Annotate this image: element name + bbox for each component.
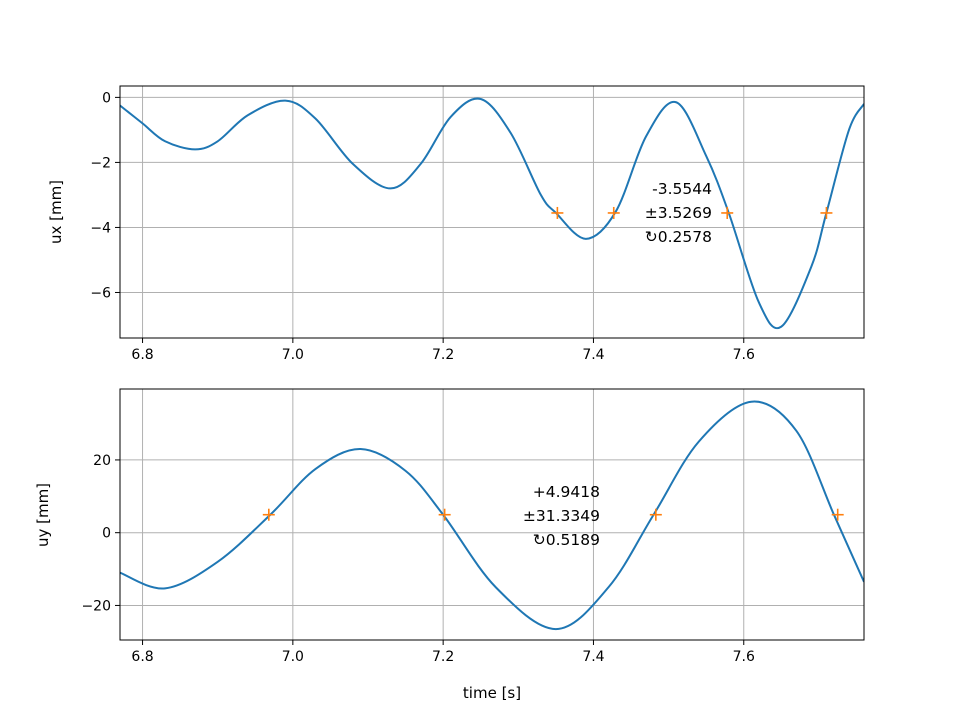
ux-crossing-marker xyxy=(721,206,734,219)
ux-ytick-label: −6 xyxy=(90,285,111,301)
ux-subplot: 6.8 7.0 7.2 7.4 7.6 0 −2 −4 −6 ux [mm] -3.5544 ±… xyxy=(47,85,865,363)
ux-xtick-label: 7.6 xyxy=(733,347,755,363)
ux-xtick-label: 7.0 xyxy=(282,347,304,363)
uy-crossing-marker xyxy=(262,508,275,521)
ux-annotation-amplitude: ±3.5269 xyxy=(645,204,712,222)
uy-xtick-label: 6.8 xyxy=(131,649,153,665)
uy-ticks: 6.8 7.0 7.2 7.4 7.6 20 0 −20 xyxy=(81,453,755,665)
ux-series-line xyxy=(120,97,864,330)
uy-xtick-label: 7.2 xyxy=(432,649,454,665)
ux-crossing-marker xyxy=(820,206,833,219)
uy-plot-area xyxy=(120,400,864,631)
uy-annotation-amplitude: ±31.3349 xyxy=(523,507,600,525)
ux-annotation-mean: -3.5544 xyxy=(652,180,712,198)
uy-grid xyxy=(120,389,864,640)
uy-xlabel: time [s] xyxy=(463,684,521,702)
uy-ylabel: uy [mm] xyxy=(34,483,52,547)
ux-crossing-marker xyxy=(551,206,564,219)
uy-annotation-period: ↻0.5189 xyxy=(533,531,600,549)
ux-ticks: 6.8 7.0 7.2 7.4 7.6 0 −2 −4 −6 xyxy=(90,90,755,363)
uy-ytick-label: 20 xyxy=(93,453,111,469)
uy-crossing-marker xyxy=(831,508,844,521)
ux-xtick-label: 7.4 xyxy=(582,347,604,363)
ux-ytick-label: −2 xyxy=(90,155,111,171)
uy-ytick-label: −20 xyxy=(81,598,111,614)
uy-xtick-label: 7.4 xyxy=(582,649,604,665)
uy-annotation-mean: +4.9418 xyxy=(533,483,600,501)
ux-xtick-label: 6.8 xyxy=(131,347,153,363)
uy-xtick-label: 7.0 xyxy=(282,649,304,665)
ux-ylabel: ux [mm] xyxy=(47,180,65,244)
ux-ytick-label: −4 xyxy=(90,220,111,236)
uy-crossing-marker xyxy=(649,508,662,521)
ux-crossing-marker xyxy=(607,206,620,219)
uy-series-line xyxy=(120,400,864,631)
ux-annotation-period: ↻0.2578 xyxy=(645,228,712,246)
uy-crossing-marker xyxy=(438,508,451,521)
ux-axes-frame xyxy=(119,85,865,339)
ux-ytick-label: 0 xyxy=(102,90,111,106)
uy-axes-frame xyxy=(119,388,865,641)
uy-xtick-label: 7.6 xyxy=(733,649,755,665)
ux-xtick-label: 7.2 xyxy=(432,347,454,363)
ux-plot-area xyxy=(120,97,864,330)
uy-subplot: 6.8 7.0 7.2 7.4 7.6 20 0 −20 uy [mm] time [s] +… xyxy=(34,388,865,702)
uy-ytick-label: 0 xyxy=(102,526,111,542)
